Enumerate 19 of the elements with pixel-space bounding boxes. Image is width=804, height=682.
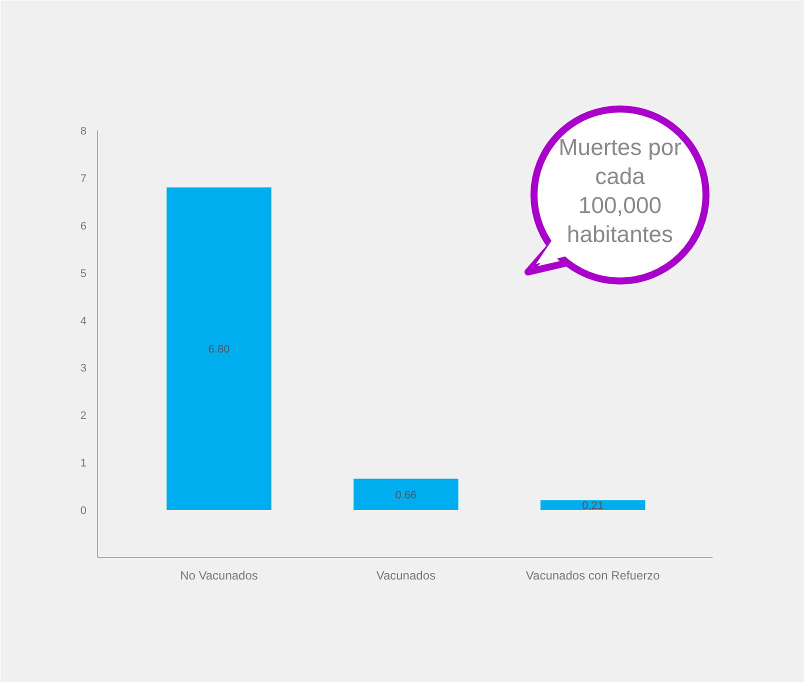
y-tick-label: 0: [80, 505, 87, 518]
x-tick-label: Vacunados con Refuerzo: [526, 568, 660, 582]
annotation: Muertes por cada 100,000 habitantes: [558, 133, 682, 249]
y-tick-label: 8: [80, 126, 87, 138]
bar: [540, 500, 646, 510]
data-label: 6.80: [208, 344, 230, 356]
y-tick-label: 5: [80, 268, 87, 280]
x-tick-label: No Vacunados: [180, 568, 258, 582]
y-tick-label: 3: [80, 362, 87, 375]
y-tick-label: 6: [80, 220, 87, 232]
x-tick-label: Vacunados: [376, 568, 436, 582]
bar: [166, 187, 272, 510]
bar: [354, 478, 458, 510]
data-label: 0.66: [395, 489, 417, 502]
y-tick-label: 1: [80, 458, 87, 470]
y-tick-label: 2: [80, 410, 87, 422]
data-label: 0.21: [582, 500, 604, 512]
y-tick-label: 4: [80, 315, 87, 328]
y-tick-label: 7: [80, 172, 87, 185]
